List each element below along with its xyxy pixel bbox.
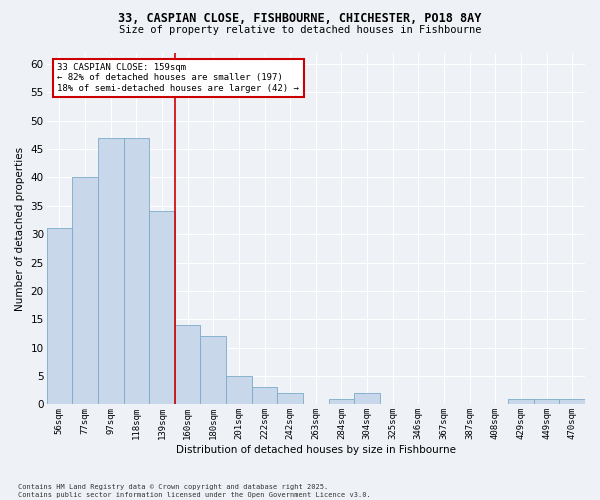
Bar [149, 212, 175, 404]
Text: Contains HM Land Registry data © Crown copyright and database right 2025.
Contai: Contains HM Land Registry data © Crown c… [18, 484, 371, 498]
Bar [175, 325, 200, 404]
Bar [47, 228, 72, 404]
Bar [72, 178, 98, 404]
Bar [226, 376, 251, 404]
Bar [534, 398, 559, 404]
Bar [98, 138, 124, 404]
Text: Size of property relative to detached houses in Fishbourne: Size of property relative to detached ho… [119, 25, 481, 35]
Bar [124, 138, 149, 404]
Bar [354, 393, 380, 404]
Text: 33, CASPIAN CLOSE, FISHBOURNE, CHICHESTER, PO18 8AY: 33, CASPIAN CLOSE, FISHBOURNE, CHICHESTE… [118, 12, 482, 26]
Bar [251, 388, 277, 404]
Bar [200, 336, 226, 404]
X-axis label: Distribution of detached houses by size in Fishbourne: Distribution of detached houses by size … [176, 445, 456, 455]
Bar [329, 398, 354, 404]
Bar [508, 398, 534, 404]
Bar [277, 393, 303, 404]
Text: 33 CASPIAN CLOSE: 159sqm
← 82% of detached houses are smaller (197)
18% of semi-: 33 CASPIAN CLOSE: 159sqm ← 82% of detach… [58, 63, 299, 93]
Y-axis label: Number of detached properties: Number of detached properties [15, 146, 25, 310]
Bar [559, 398, 585, 404]
